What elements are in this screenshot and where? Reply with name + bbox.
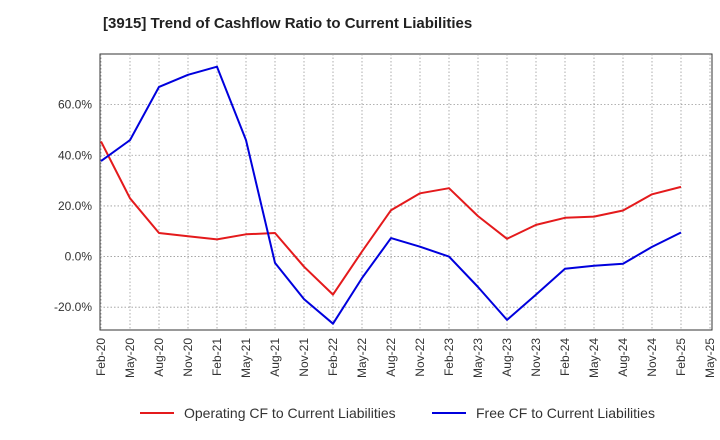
x-tick-label: May-21	[239, 338, 253, 378]
y-tick-label: 0.0%	[65, 250, 93, 264]
y-tick-label: 60.0%	[58, 98, 92, 112]
x-tick-label: May-20	[123, 338, 137, 378]
x-tick-label: Aug-24	[616, 338, 630, 377]
x-tick-label: Nov-21	[297, 338, 311, 377]
x-tick-label: Feb-20	[94, 338, 108, 376]
y-tick-label: 40.0%	[58, 148, 92, 162]
chart-title: [3915] Trend of Cashflow Ratio to Curren…	[103, 15, 473, 32]
x-tick-label: Aug-20	[152, 338, 166, 377]
x-tick-label: May-23	[471, 338, 485, 378]
x-tick-label: Feb-24	[558, 338, 572, 376]
plot-area	[99, 53, 713, 331]
x-tick-label: Nov-20	[181, 338, 195, 377]
series-line-free-cf	[100, 65, 682, 325]
legend-item-free-cf: Free CF to Current Liabilities	[432, 405, 655, 421]
legend: Operating CF to Current Liabilities Free…	[0, 405, 720, 425]
x-tick-label: Aug-23	[500, 338, 514, 377]
x-tick-label: Aug-21	[268, 338, 282, 377]
x-tick-label: Feb-23	[442, 338, 456, 376]
x-tick-label: Nov-23	[529, 338, 543, 377]
x-tick-label: Nov-24	[645, 338, 659, 377]
legend-swatch-operating-cf	[140, 412, 174, 414]
x-tick-label: May-22	[355, 338, 369, 378]
x-tick-label: Aug-22	[384, 338, 398, 377]
x-tick-label: May-25	[703, 338, 717, 378]
x-tick-label: Nov-22	[413, 338, 427, 377]
x-tick-label: Feb-25	[674, 338, 688, 376]
x-tick-label: Feb-22	[326, 338, 340, 376]
legend-item-operating-cf: Operating CF to Current Liabilities	[140, 405, 396, 421]
legend-label-operating-cf: Operating CF to Current Liabilities	[184, 405, 396, 421]
y-tick-label: 20.0%	[58, 199, 92, 213]
y-tick-label: -20.0%	[54, 300, 92, 314]
legend-label-free-cf: Free CF to Current Liabilities	[476, 405, 655, 421]
series-line-operating-cf	[100, 140, 682, 296]
legend-swatch-free-cf	[432, 412, 466, 414]
x-tick-label: May-24	[587, 338, 601, 378]
x-tick-label: Feb-21	[210, 338, 224, 376]
